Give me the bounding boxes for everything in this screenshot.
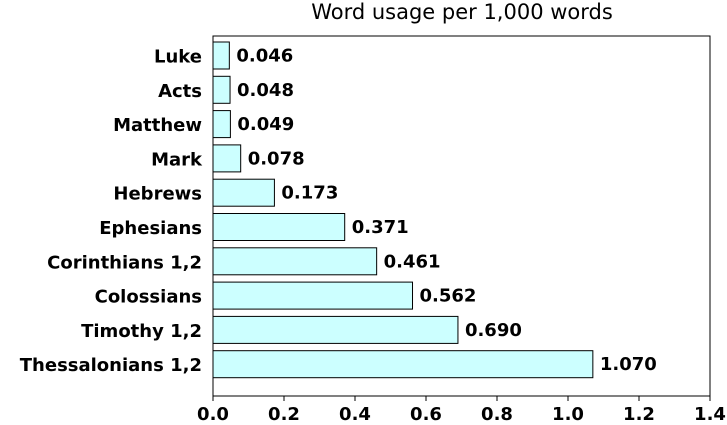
category-label-timothy-1-2: Timothy 1,2	[81, 321, 202, 342]
value-label-thessalonians-1-2: 1.070	[600, 354, 657, 375]
x-tick-label: 0.6	[410, 404, 442, 425]
value-label-matthew: 0.049	[237, 114, 294, 135]
category-label-acts: Acts	[158, 81, 202, 102]
category-label-mark: Mark	[151, 149, 203, 170]
bars-group: Luke 0.046 Acts 0.048 Matthew 0.049 Mark 0.078 H…	[20, 41, 657, 379]
category-label-luke: Luke	[154, 47, 202, 68]
bar-acts	[212, 75, 231, 104]
x-tick-label: 0.8	[481, 404, 513, 425]
bar-corinthians-1-2	[212, 247, 378, 276]
value-label-hebrews: 0.173	[281, 183, 338, 204]
x-axis-ticks: 0.0 0.2 0.4 0.6 0.8 1.0 1.2 1.4	[197, 396, 726, 425]
bar-luke	[212, 41, 230, 70]
chart-title: Word usage per 1,000 words	[311, 0, 613, 24]
value-label-acts: 0.048	[237, 80, 294, 101]
category-label-corinthians-1-2: Corinthians 1,2	[47, 252, 202, 273]
category-label-hebrews: Hebrews	[113, 184, 202, 205]
value-label-mark: 0.078	[248, 148, 305, 169]
value-label-ephesians: 0.371	[352, 217, 409, 238]
x-tick-label: 1.0	[552, 404, 584, 425]
category-label-colossians: Colossians	[95, 287, 202, 308]
category-label-matthew: Matthew	[113, 115, 202, 136]
x-tick-label: 1.2	[623, 404, 655, 425]
category-label-thessalonians-1-2: Thessalonians 1,2	[20, 355, 202, 376]
x-tick-label: 0.4	[339, 404, 371, 425]
bar-thessalonians-1-2	[212, 350, 594, 379]
x-tick-label: 1.4	[694, 404, 726, 425]
value-label-luke: 0.046	[236, 46, 293, 67]
bar-timothy-1-2	[212, 315, 459, 344]
value-label-corinthians-1-2: 0.461	[384, 251, 441, 272]
value-label-timothy-1-2: 0.690	[465, 320, 522, 341]
bar-ephesians	[212, 213, 346, 241]
bar-hebrews	[212, 178, 275, 207]
bar-mark	[212, 144, 242, 173]
category-label-ephesians: Ephesians	[99, 218, 202, 239]
x-tick-label: 0.0	[197, 404, 229, 425]
bar-colossians	[212, 281, 414, 310]
x-tick-label: 0.2	[268, 404, 300, 425]
bar-matthew	[212, 110, 231, 139]
value-label-colossians: 0.562	[420, 286, 477, 307]
